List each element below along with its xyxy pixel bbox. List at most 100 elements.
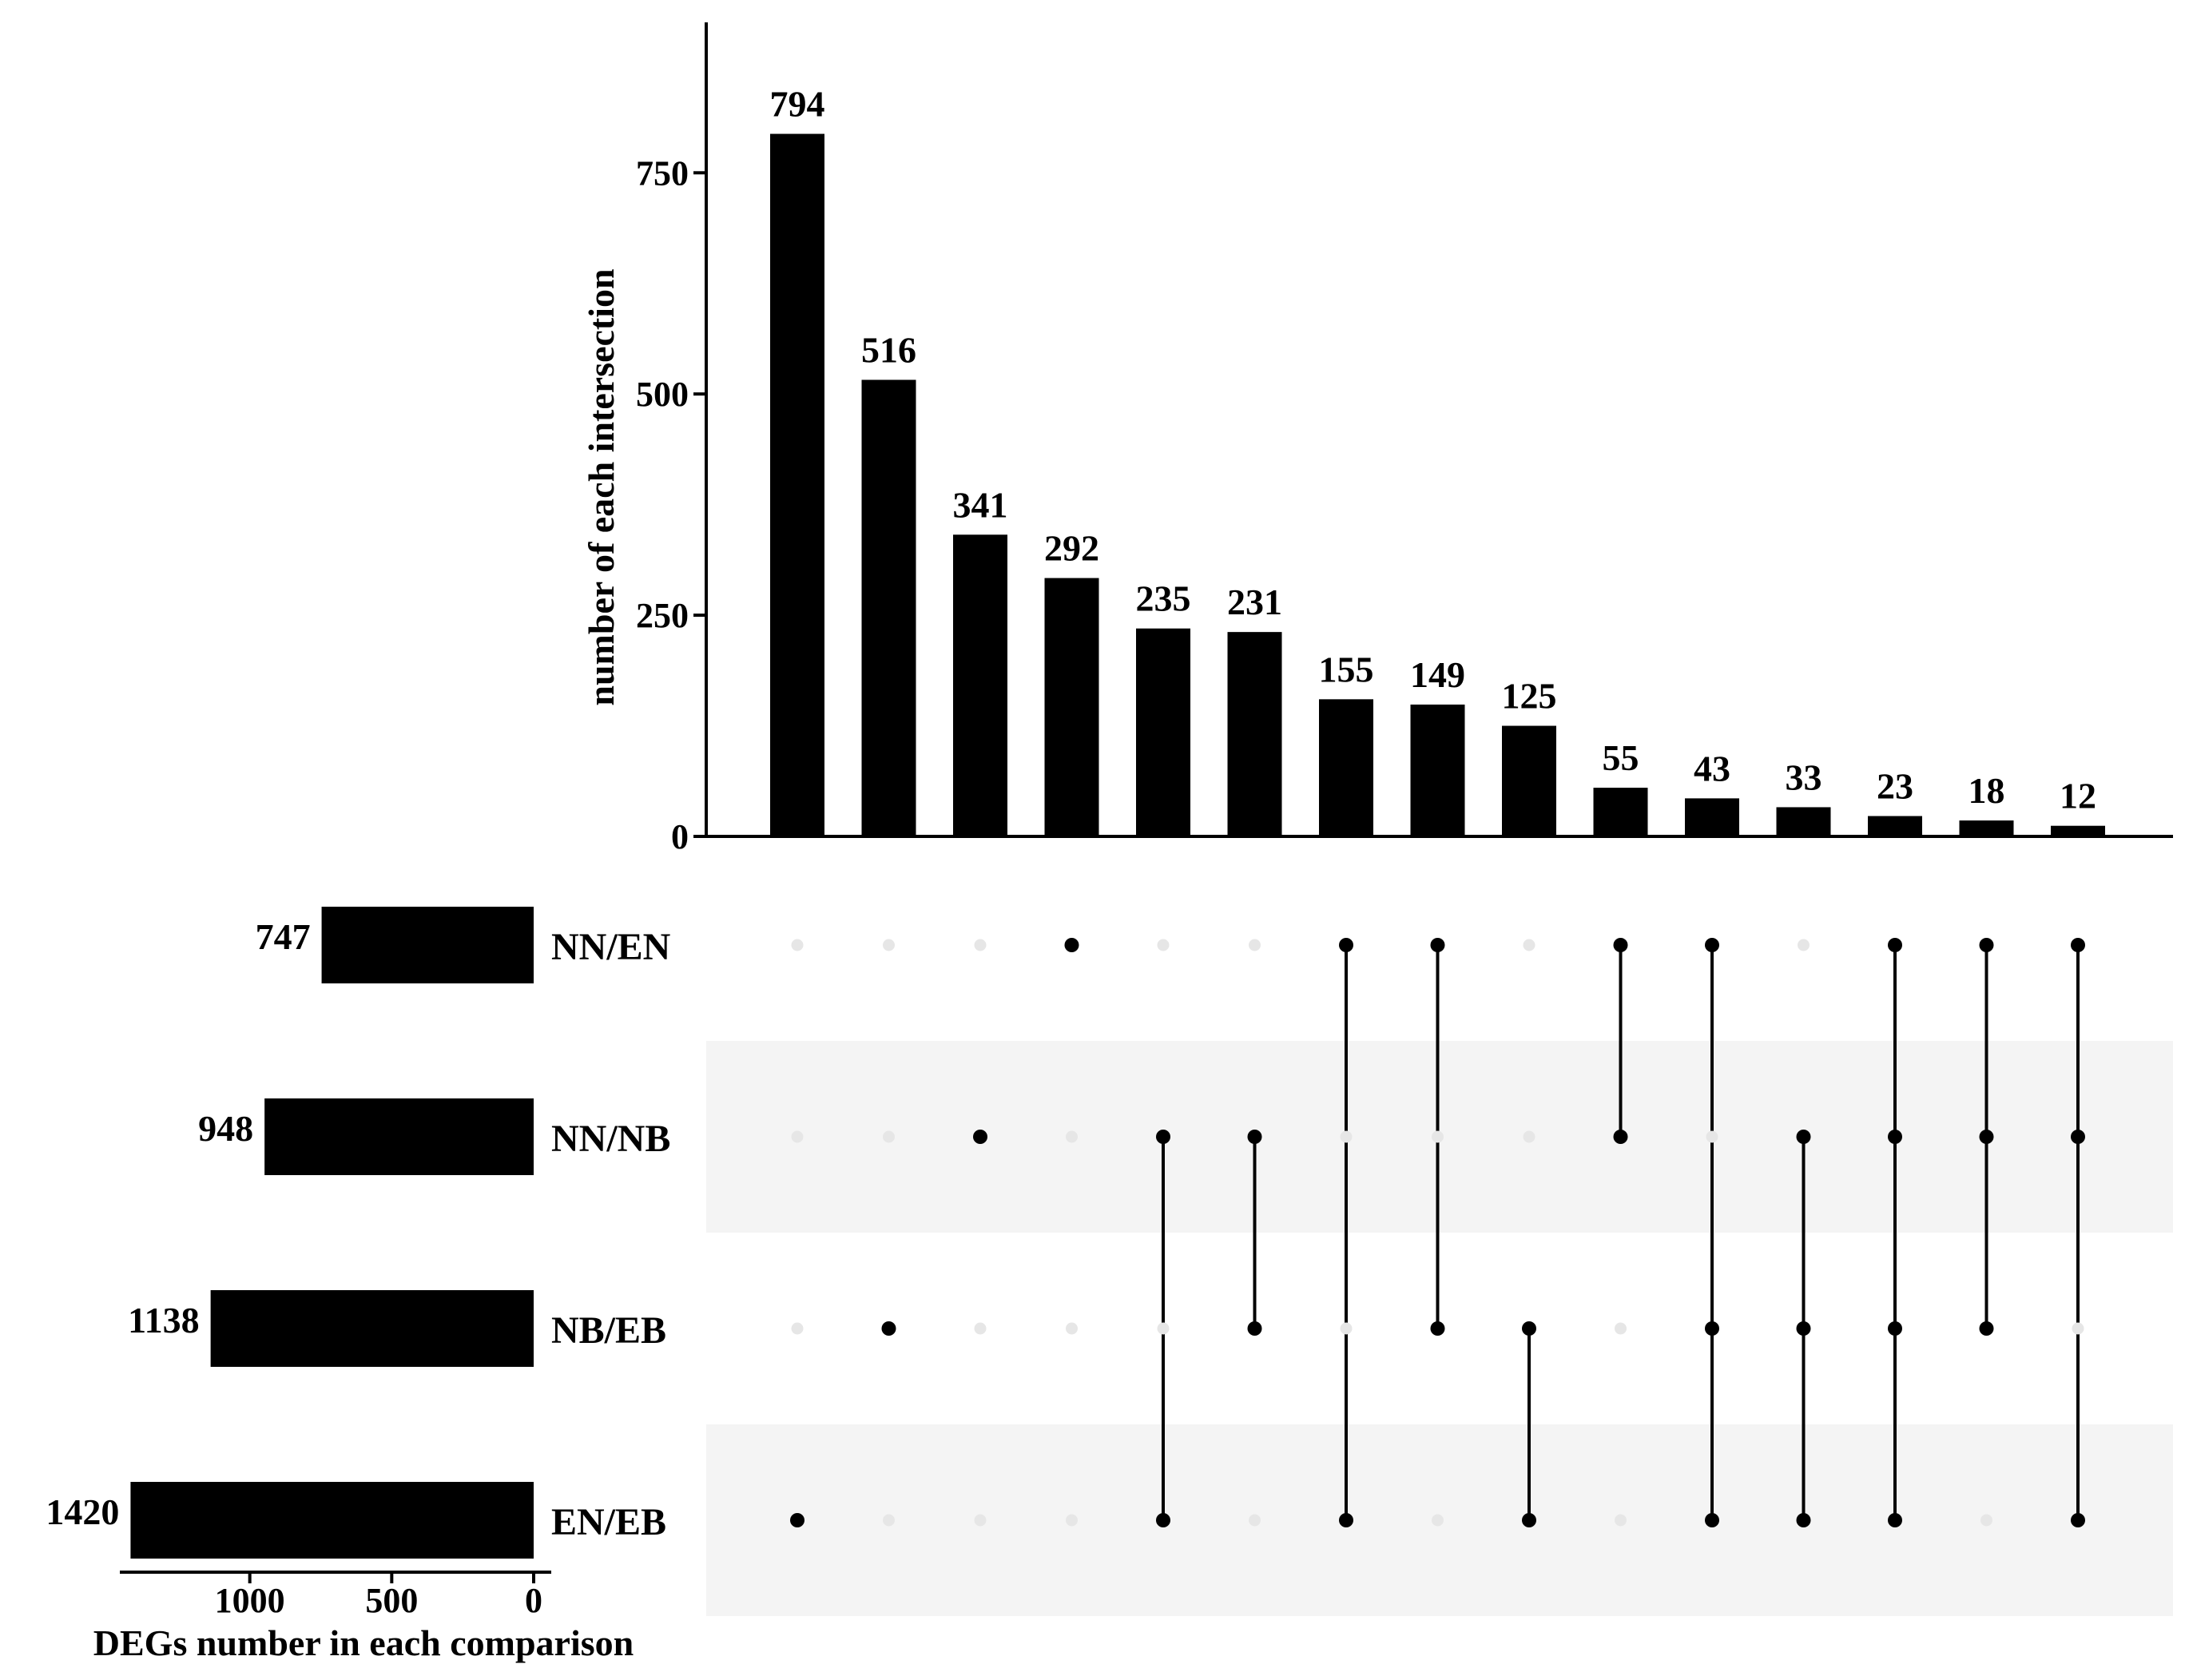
intersection-value-label-2: 516 [861, 329, 916, 370]
set-tick-label-500: 500 [365, 1581, 418, 1620]
set-bar-nb-eb [210, 1290, 534, 1367]
set-label-nn-nb: NN/NB [551, 1118, 670, 1160]
matrix-dot-15-nb-eb [2072, 1322, 2084, 1335]
matrix-dot-10-nn-en [1613, 938, 1628, 952]
set-size-bars: 747 NN/EN 948 NN/NB 1138 NB/EB 1420 EN/EB 1000 50… [46, 907, 671, 1620]
matrix-dot-5-en-eb [1156, 1513, 1170, 1527]
matrix-dot-1-nn-nb [791, 1130, 804, 1143]
matrix-dot-2-en-eb [883, 1514, 895, 1527]
matrix-dot-2-nb-eb [881, 1321, 896, 1336]
intersection-bar-1 [770, 133, 824, 836]
intersection-bar-10 [1593, 788, 1648, 836]
intersection-bar-7 [1319, 699, 1373, 836]
set-tick-label-1000: 1000 [215, 1581, 285, 1620]
matrix-dot-4-nn-nb [1066, 1130, 1078, 1143]
matrix-dot-5-nn-nb [1156, 1130, 1170, 1144]
set-size-axis-title: DEGs number in each comparison [93, 1622, 634, 1663]
matrix-dot-8-nb-eb [1430, 1321, 1445, 1336]
intersection-value-label-14: 18 [1968, 770, 2005, 811]
matrix-dot-10-nn-nb [1613, 1130, 1628, 1144]
intersection-bars: 794 516 341 292 235 231 155 149 125 55 43 33 23 18 12 [770, 84, 2105, 837]
matrix-dot-11-nb-eb [1705, 1321, 1719, 1336]
matrix-dot-1-nn-en [791, 939, 804, 951]
intersection-value-label-1: 794 [770, 84, 825, 125]
intersection-value-label-4: 292 [1044, 528, 1099, 569]
intersection-bar-5 [1136, 628, 1190, 836]
matrix-dot-6-nn-nb [1247, 1130, 1262, 1144]
intersection-value-label-5: 235 [1136, 578, 1191, 619]
intersection-value-label-15: 12 [2060, 776, 2096, 816]
intersection-bar-15 [2051, 825, 2105, 836]
set-count-nn-en: 747 [256, 916, 311, 957]
intersection-bar-13 [1868, 816, 1922, 836]
matrix-dot-13-en-eb [1888, 1513, 1902, 1527]
matrix-dot-12-nn-nb [1796, 1130, 1811, 1144]
set-tick-label-0: 0 [525, 1581, 542, 1620]
matrix-dot-3-nn-en [974, 939, 987, 951]
set-bar-en-eb [130, 1482, 534, 1559]
matrix-dot-12-en-eb [1796, 1513, 1811, 1527]
matrix-dot-9-nb-eb [1522, 1321, 1536, 1336]
intersection-bar-6 [1227, 632, 1282, 836]
set-count-nb-eb: 1138 [128, 1300, 199, 1340]
matrix-dot-4-en-eb [1066, 1514, 1078, 1527]
matrix-dot-9-nn-nb [1523, 1130, 1535, 1143]
matrix-dot-3-en-eb [974, 1514, 987, 1527]
set-count-en-eb: 1420 [46, 1491, 119, 1532]
intersection-bar-8 [1410, 704, 1465, 836]
matrix-dot-6-nb-eb [1247, 1321, 1262, 1336]
intersection-bar-14 [1959, 820, 2014, 836]
matrix-dot-1-nb-eb [791, 1322, 804, 1335]
intersection-value-label-10: 55 [1603, 737, 1639, 778]
matrix-dot-14-nb-eb [1979, 1321, 1994, 1336]
matrix-dot-1-en-eb [790, 1513, 804, 1527]
matrix-dot-11-nn-nb [1706, 1130, 1718, 1143]
y-axis-title: number of each intersection [581, 268, 622, 705]
intersection-value-label-11: 43 [1694, 748, 1730, 788]
y-tick-label-0: 0 [671, 817, 689, 856]
matrix-dot-15-nn-en [2071, 938, 2085, 952]
intersection-value-label-9: 125 [1502, 676, 1557, 717]
intersection-bar-12 [1776, 807, 1831, 836]
matrix-dot-3-nb-eb [974, 1322, 987, 1335]
matrix-dot-5-nb-eb [1157, 1322, 1170, 1335]
matrix-dot-9-nn-en [1523, 939, 1535, 951]
matrix-dot-7-en-eb [1339, 1513, 1353, 1527]
matrix-dot-12-nb-eb [1796, 1321, 1811, 1336]
matrix-dot-14-nn-nb [1979, 1130, 1994, 1144]
matrix-dot-4-nb-eb [1066, 1322, 1078, 1335]
set-label-nn-en: NN/EN [551, 926, 671, 968]
matrix-dot-13-nn-en [1888, 938, 1902, 952]
set-label-nb-eb: NB/EB [551, 1309, 666, 1352]
matrix-dot-11-nn-en [1705, 938, 1719, 952]
intersection-value-label-13: 23 [1877, 766, 1913, 807]
intersection-bar-9 [1502, 725, 1556, 836]
matrix-dot-13-nn-nb [1888, 1130, 1902, 1144]
matrix-dot-8-nn-en [1430, 938, 1445, 952]
set-bar-nn-en [321, 907, 534, 983]
matrix-dot-9-en-eb [1522, 1513, 1536, 1527]
matrix-dot-6-nn-en [1249, 939, 1261, 951]
matrix-dot-4-nn-en [1064, 938, 1079, 952]
membership-matrix [790, 938, 2085, 1527]
matrix-dot-2-nn-nb [883, 1130, 895, 1143]
matrix-dot-8-nn-nb [1432, 1130, 1444, 1143]
set-label-en-eb: EN/EB [551, 1501, 666, 1543]
matrix-dot-7-nn-en [1339, 938, 1353, 952]
intersection-value-label-8: 149 [1410, 654, 1465, 695]
intersection-value-label-6: 231 [1227, 582, 1282, 622]
intersection-bar-2 [861, 379, 916, 837]
intersection-bar-4 [1044, 578, 1099, 836]
matrix-dot-2-nn-en [883, 939, 895, 951]
y-tick-label-750: 750 [636, 153, 689, 193]
y-tick-label-250: 250 [636, 596, 689, 635]
matrix-dot-6-en-eb [1249, 1514, 1261, 1527]
set-bar-nn-nb [264, 1098, 534, 1175]
matrix-dot-3-nn-nb [973, 1130, 987, 1144]
intersection-value-label-7: 155 [1319, 649, 1374, 689]
matrix-dot-7-nn-nb [1340, 1130, 1353, 1143]
matrix-dot-11-en-eb [1705, 1513, 1719, 1527]
intersection-bar-11 [1685, 798, 1739, 836]
